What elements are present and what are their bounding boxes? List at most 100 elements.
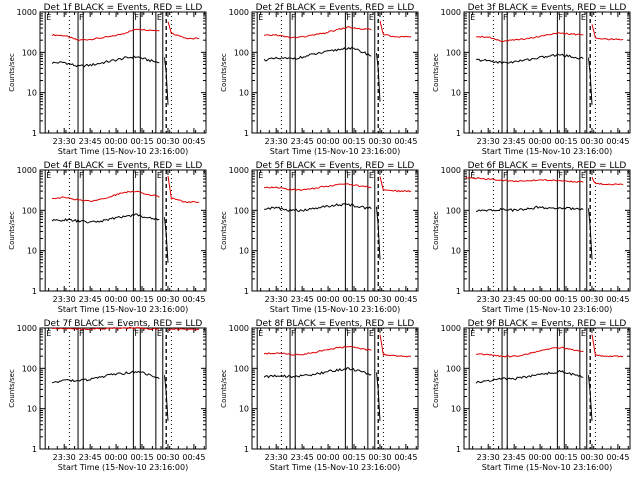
y-axis-label: Counts/sec bbox=[8, 369, 16, 408]
chart-title: Det 8f BLACK = Events, RED = LLD bbox=[256, 319, 415, 329]
x-tick-label: 23:45 bbox=[291, 295, 314, 304]
y-axis-label: Counts/sec bbox=[8, 53, 16, 92]
chart-panel-6: Det 6f BLACK = Events, RED = LLD 1 10 100 10… bbox=[432, 161, 631, 314]
time-marker-label: E bbox=[581, 171, 586, 180]
chart-panel-4: Det 4f BLACK = Events, RED = LLD 1 10 100 10… bbox=[8, 161, 207, 314]
y-tick-label: 10 bbox=[239, 405, 249, 414]
x-axis-label: Start Time (15-Nov-10 23:16:00) bbox=[270, 305, 400, 314]
time-marker-label: E bbox=[258, 329, 263, 338]
x-axis-label: Start Time (15-Nov-10 23:16:00) bbox=[270, 463, 400, 472]
y-tick-label: 10 bbox=[27, 405, 37, 414]
plot-frame bbox=[39, 169, 207, 292]
x-tick-label: 00:15 bbox=[342, 453, 365, 462]
x-tick-label: 00:00 bbox=[529, 453, 552, 462]
series-tail-lld bbox=[379, 334, 412, 358]
time-marker-label: F bbox=[558, 13, 563, 22]
x-tick-label: 00:15 bbox=[342, 137, 365, 146]
x-tick-label: 23:30 bbox=[477, 137, 500, 146]
x-tick-label: 23:30 bbox=[265, 295, 288, 304]
time-marker-label: E bbox=[46, 329, 51, 338]
plot-frame bbox=[463, 11, 631, 134]
series-tail-events bbox=[164, 57, 169, 105]
time-marker-label: E bbox=[581, 13, 586, 22]
x-tick-label: 00:45 bbox=[606, 137, 629, 146]
x-tick-label: 00:00 bbox=[105, 137, 128, 146]
x-axis-label: Start Time (15-Nov-10 23:16:00) bbox=[482, 463, 612, 472]
x-tick-label: 00:15 bbox=[554, 453, 577, 462]
y-tick-label: 10 bbox=[239, 89, 249, 98]
x-tick-label: 23:45 bbox=[503, 453, 526, 462]
x-tick-label: 23:30 bbox=[477, 295, 500, 304]
x-tick-label: 23:30 bbox=[53, 295, 76, 304]
x-axis-label: Start Time (15-Nov-10 23:16:00) bbox=[58, 463, 188, 472]
y-tick-label: 1000 bbox=[229, 166, 249, 175]
y-tick-label: 10 bbox=[27, 247, 37, 256]
x-tick-label: 23:45 bbox=[503, 137, 526, 146]
chart-panel-9: Det 9f BLACK = Events, RED = LLD 1 10 100 10… bbox=[432, 319, 631, 472]
x-tick-label: 23:45 bbox=[291, 137, 314, 146]
x-tick-label: 23:45 bbox=[79, 453, 102, 462]
plot-frame bbox=[39, 11, 207, 134]
plot-frame bbox=[39, 327, 207, 450]
y-tick-label: 100 bbox=[22, 364, 37, 373]
time-marker-label: E bbox=[157, 171, 162, 180]
series-line-events bbox=[263, 46, 372, 62]
time-marker-label: F bbox=[79, 13, 84, 22]
x-tick-label: 00:00 bbox=[317, 453, 340, 462]
x-tick-label: 00:45 bbox=[606, 453, 629, 462]
y-tick-label: 100 bbox=[446, 48, 461, 57]
series-line-lld bbox=[476, 346, 584, 358]
series-line-lld bbox=[263, 345, 372, 356]
plot-frame bbox=[251, 169, 419, 292]
x-tick-label: 23:30 bbox=[265, 137, 288, 146]
time-marker-label: F bbox=[79, 171, 84, 180]
series-tail-lld bbox=[591, 334, 624, 358]
x-tick-label: 00:15 bbox=[342, 295, 365, 304]
x-tick-label: 00:30 bbox=[368, 295, 391, 304]
time-marker-label: F bbox=[503, 13, 508, 22]
y-tick-label: 1 bbox=[32, 129, 37, 138]
series-line-events bbox=[263, 367, 372, 379]
y-tick-label: 1000 bbox=[229, 324, 249, 333]
time-marker-label: F bbox=[291, 13, 296, 22]
y-tick-label: 10 bbox=[451, 247, 461, 256]
series-tail-events bbox=[376, 52, 381, 102]
y-axis-label: Counts/sec bbox=[220, 369, 228, 408]
series-line-events bbox=[52, 370, 160, 384]
chart-panel-7: Det 7f BLACK = Events, RED = LLD 1 10 100 10… bbox=[8, 319, 207, 472]
x-tick-label: 00:15 bbox=[130, 295, 153, 304]
y-tick-label: 100 bbox=[22, 206, 37, 215]
chart-title: Det 7f BLACK = Events, RED = LLD bbox=[44, 319, 203, 329]
x-tick-label: 23:45 bbox=[79, 137, 102, 146]
x-tick-label: 00:45 bbox=[394, 137, 417, 146]
series-tail-events bbox=[376, 372, 381, 421]
plot-frame bbox=[463, 327, 631, 450]
x-tick-label: 00:30 bbox=[368, 137, 391, 146]
time-marker-label: F bbox=[291, 329, 296, 338]
series-tail-events bbox=[376, 206, 381, 260]
y-tick-label: 1 bbox=[244, 129, 249, 138]
series-line-events bbox=[51, 213, 160, 224]
y-tick-label: 1000 bbox=[17, 8, 37, 17]
time-marker-label: E bbox=[470, 13, 475, 22]
y-tick-label: 1000 bbox=[229, 8, 249, 17]
time-marker-label: E bbox=[157, 329, 162, 338]
y-tick-label: 10 bbox=[451, 405, 461, 414]
chart-title: Det 3f BLACK = Events, RED = LLD bbox=[468, 3, 627, 13]
plot-frame bbox=[251, 11, 419, 134]
y-tick-label: 10 bbox=[451, 89, 461, 98]
time-marker-label: F bbox=[503, 329, 508, 338]
time-marker-label: F bbox=[134, 13, 139, 22]
y-tick-label: 1 bbox=[456, 445, 461, 454]
x-tick-label: 23:30 bbox=[477, 453, 500, 462]
y-tick-label: 1 bbox=[32, 445, 37, 454]
time-marker-label: E bbox=[369, 171, 374, 180]
y-tick-label: 1000 bbox=[17, 324, 37, 333]
time-marker-label: F bbox=[558, 329, 563, 338]
y-tick-label: 1000 bbox=[441, 8, 461, 17]
y-tick-label: 1000 bbox=[441, 166, 461, 175]
x-tick-label: 00:45 bbox=[182, 453, 205, 462]
chart-panel-2: Det 2f BLACK = Events, RED = LLD 1 10 100 10… bbox=[220, 3, 419, 156]
x-tick-label: 00:30 bbox=[156, 137, 179, 146]
time-marker-label: F bbox=[134, 171, 139, 180]
